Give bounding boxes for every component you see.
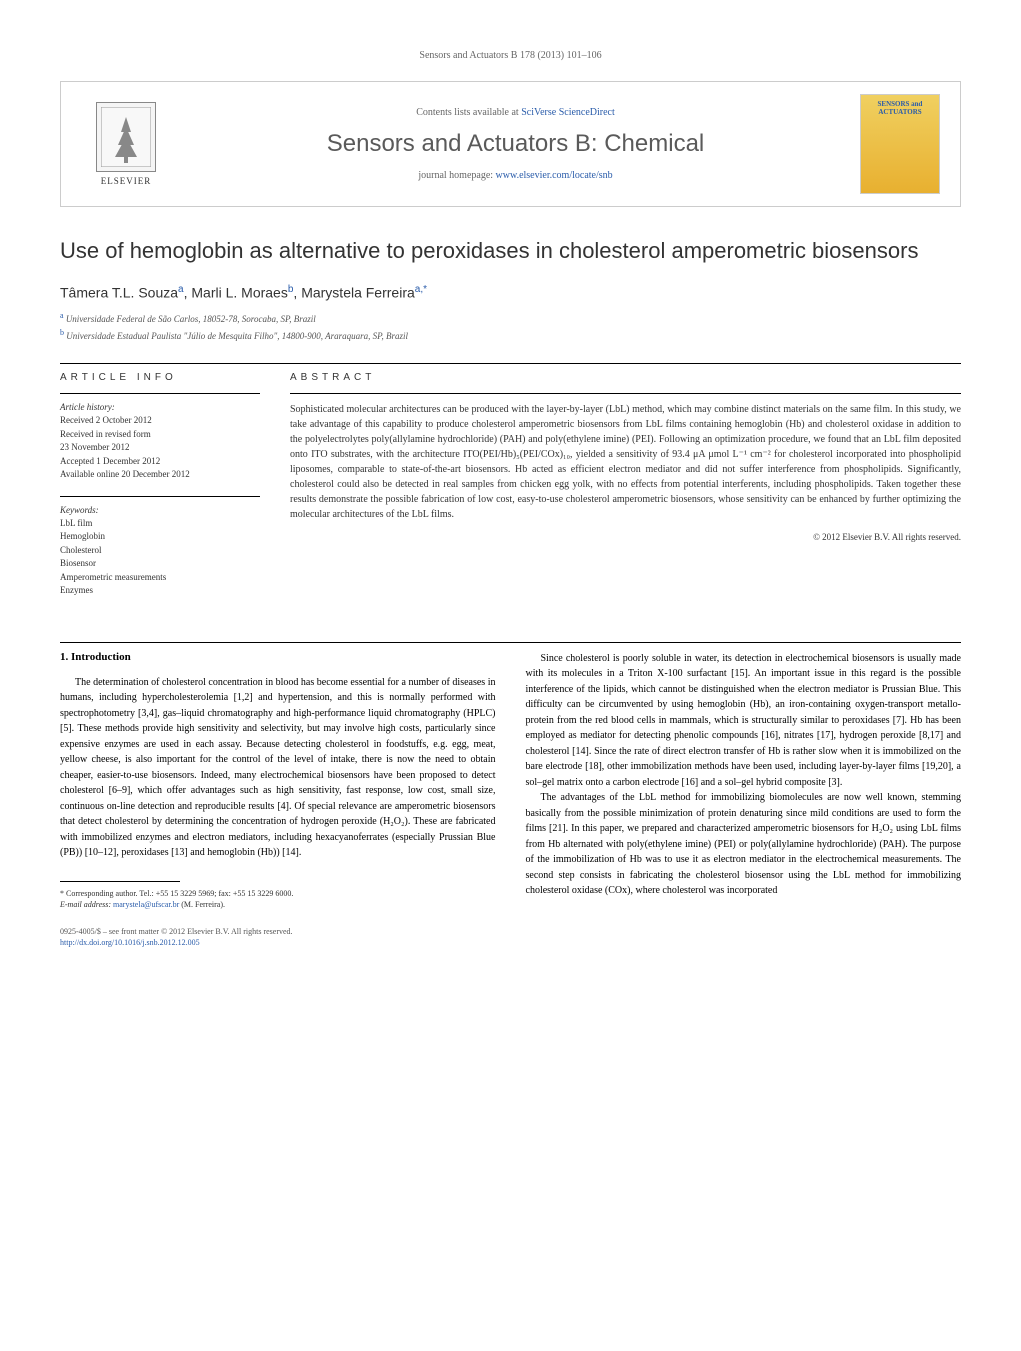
history-block: Article history: Received 2 October 2012… (60, 402, 260, 482)
publisher-logo-block: ELSEVIER (81, 94, 171, 194)
article-info-column: ARTICLE INFO Article history: Received 2… (60, 372, 260, 612)
author-1: Tâmera T.L. Souza (60, 284, 178, 300)
issn-line: 0925-4005/$ – see front matter © 2012 El… (60, 926, 496, 937)
journal-title-block: Contents lists available at SciVerse Sci… (171, 107, 860, 181)
divider-mid (60, 642, 961, 643)
section-1-heading: 1. Introduction (60, 651, 496, 663)
affiliation-b: b Universidade Estadual Paulista "Júlio … (60, 327, 961, 344)
running-header: Sensors and Actuators B 178 (2013) 101–1… (60, 50, 961, 61)
body-col2-p2: The advantages of the LbL method for imm… (526, 790, 962, 899)
info-abstract-row: ARTICLE INFO Article history: Received 2… (60, 372, 961, 612)
history-text: Received 2 October 2012 Received in revi… (60, 414, 260, 482)
affiliation-a: a Universidade Federal de São Carlos, 18… (60, 310, 961, 327)
affiliations: a Universidade Federal de São Carlos, 18… (60, 310, 961, 343)
body-col1-p1: The determination of cholesterol concent… (60, 675, 496, 861)
journal-cover-thumbnail: SENSORS and ACTUATORS (860, 94, 940, 194)
doi-link[interactable]: http://dx.doi.org/10.1016/j.snb.2012.12.… (60, 938, 200, 947)
divider-top (60, 363, 961, 364)
author-list: Tâmera T.L. Souzaa, Marli L. Moraesb, Ma… (60, 284, 961, 301)
abstract-copyright: © 2012 Elsevier B.V. All rights reserved… (290, 532, 961, 542)
author-2-affil: b (288, 284, 294, 295)
page-root: Sensors and Actuators B 178 (2013) 101–1… (0, 0, 1021, 989)
corresponding-author-footnote: * Corresponding author. Tel.: +55 15 322… (60, 888, 496, 910)
abstract-text: Sophisticated molecular architectures ca… (290, 402, 961, 522)
corr-email-link[interactable]: marystela@ufscar.br (113, 900, 179, 909)
abstract-heading: ABSTRACT (290, 372, 961, 383)
elsevier-tree-icon (96, 102, 156, 172)
info-divider-2 (60, 496, 260, 497)
abstract-column: ABSTRACT Sophisticated molecular archite… (290, 372, 961, 612)
journal-header-box: ELSEVIER Contents lists available at Sci… (60, 81, 961, 207)
history-label: Article history: (60, 402, 260, 412)
email-suffix: (M. Ferreira). (179, 900, 225, 909)
author-1-affil: a (178, 284, 184, 295)
bottom-meta: 0925-4005/$ – see front matter © 2012 El… (60, 926, 496, 948)
affil-b-text: Universidade Estadual Paulista "Júlio de… (64, 331, 408, 341)
author-3-affil: a, (415, 284, 423, 295)
abstract-divider (290, 393, 961, 394)
footnote-separator (60, 881, 180, 882)
journal-title: Sensors and Actuators B: Chemical (191, 130, 840, 158)
affil-a-text: Universidade Federal de São Carlos, 1805… (64, 314, 316, 324)
body-column-right: Since cholesterol is poorly soluble in w… (526, 651, 962, 949)
homepage-prefix: journal homepage: (418, 170, 495, 181)
cover-label: SENSORS and ACTUATORS (867, 101, 933, 116)
sciencedirect-link[interactable]: SciVerse ScienceDirect (521, 107, 615, 118)
homepage-line: journal homepage: www.elsevier.com/locat… (191, 170, 840, 181)
contents-available-line: Contents lists available at SciVerse Sci… (191, 107, 840, 118)
contents-prefix: Contents lists available at (416, 107, 521, 118)
body-col2-p1: Since cholesterol is poorly soluble in w… (526, 651, 962, 791)
publisher-name: ELSEVIER (101, 176, 152, 186)
keywords-block: Keywords: LbL film Hemoglobin Cholestero… (60, 505, 260, 598)
author-3: Marystela Ferreira (301, 284, 415, 300)
keywords-label: Keywords: (60, 505, 260, 515)
article-info-heading: ARTICLE INFO (60, 372, 260, 383)
article-title: Use of hemoglobin as alternative to pero… (60, 237, 961, 266)
info-divider-1 (60, 393, 260, 394)
corr-text: Corresponding author. Tel.: +55 15 3229 … (64, 889, 293, 898)
author-2: Marli L. Moraes (191, 284, 287, 300)
author-3-corr-marker: * (423, 284, 427, 295)
tree-svg (101, 107, 151, 167)
keywords-text: LbL film Hemoglobin Cholesterol Biosenso… (60, 517, 260, 598)
body-columns: 1. Introduction The determination of cho… (60, 651, 961, 949)
body-column-left: 1. Introduction The determination of cho… (60, 651, 496, 949)
email-label: E-mail address: (60, 900, 113, 909)
homepage-link[interactable]: www.elsevier.com/locate/snb (496, 170, 613, 181)
